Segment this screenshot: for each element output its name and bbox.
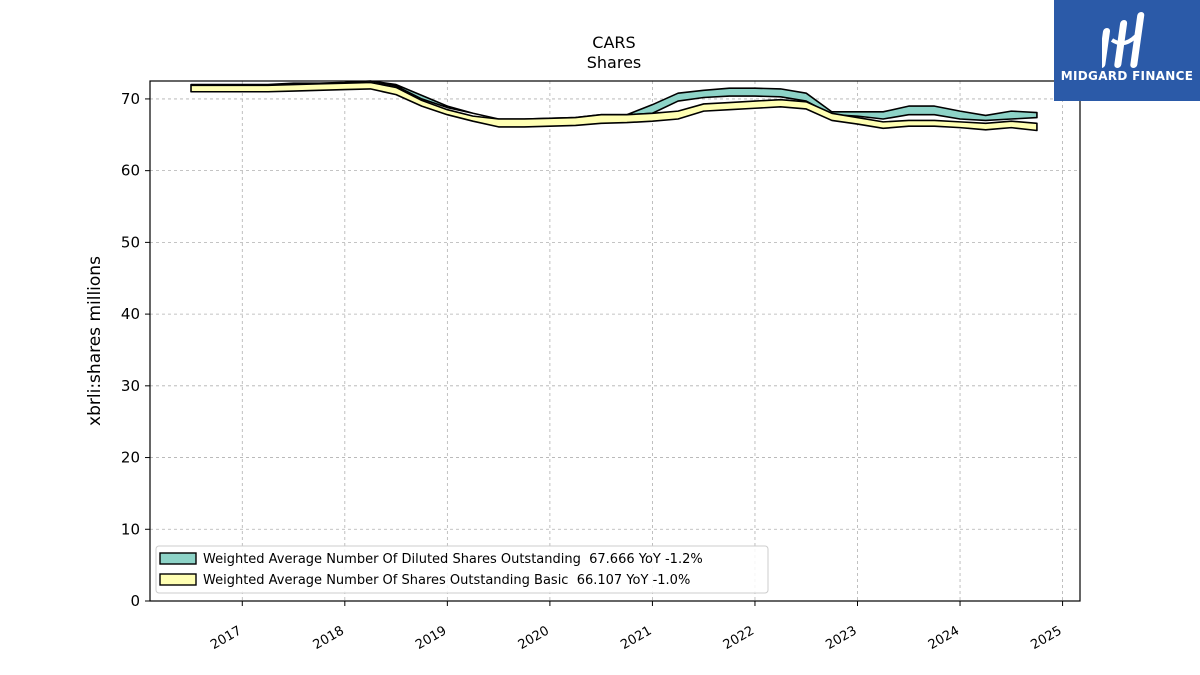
brand-name: MIDGARD FINANCE	[1060, 69, 1194, 83]
x-tick-label: 2019	[413, 623, 449, 653]
y-axis-label: xbrli:shares millions	[85, 256, 105, 426]
y-tick-label: 40	[121, 305, 140, 323]
x-tick-label: 2021	[618, 623, 654, 653]
y-tick-label: 0	[130, 592, 140, 610]
y-tick-label: 20	[121, 449, 140, 467]
series-layer	[190, 80, 1038, 132]
x-axis: 2017 2018 2019 2020 2021 2022 2023 2024 2025	[208, 601, 1065, 653]
brand-mark-icon	[1102, 12, 1145, 68]
x-tick-label: 2024	[926, 623, 962, 653]
legend-box	[155, 545, 769, 594]
legend-label: Weighted Average Number Of Shares Outsta…	[203, 573, 690, 588]
chart-title: CARS	[592, 33, 636, 52]
legend: Weighted Average Number Of Diluted Share…	[155, 545, 769, 594]
x-tick-label: 2022	[721, 623, 757, 653]
legend-label: Weighted Average Number Of Diluted Share…	[203, 552, 703, 567]
series-band	[190, 81, 1038, 132]
legend-swatch	[159, 573, 197, 586]
grid	[150, 81, 1080, 602]
brand-logo: MIDGARD FINANCE	[1054, 0, 1200, 101]
y-tick-label: 50	[121, 233, 140, 251]
x-tick-label: 2025	[1028, 623, 1064, 653]
plot-frame	[149, 80, 1081, 602]
y-axis: 0 10 20 30 40 50 60 70	[121, 90, 150, 610]
y-tick-label: 70	[121, 90, 140, 108]
legend-swatch	[159, 552, 197, 565]
x-tick-label: 2020	[516, 623, 552, 653]
y-tick-label: 10	[121, 520, 140, 538]
x-tick-label: 2017	[208, 623, 244, 653]
chart-subtitle: Shares	[586, 53, 642, 72]
x-tick-label: 2023	[823, 623, 859, 653]
x-tick-label: 2018	[311, 623, 347, 653]
y-tick-label: 30	[121, 377, 140, 395]
y-tick-label: 60	[121, 162, 140, 180]
